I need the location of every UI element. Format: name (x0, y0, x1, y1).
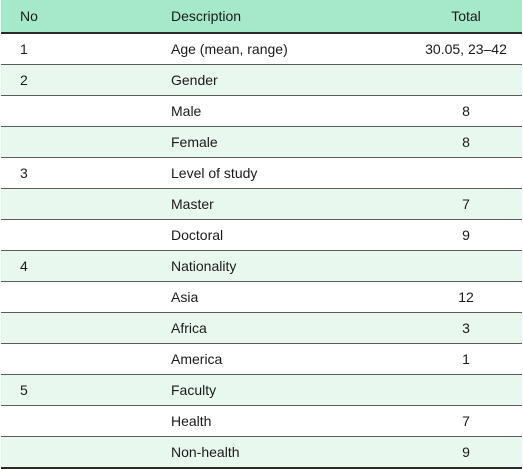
cell-description: Nationality (152, 250, 410, 282)
cell-description: Level of study (152, 157, 410, 189)
cell-no (1, 126, 152, 158)
cell-description: Non-health (152, 436, 410, 469)
cell-no (1, 188, 152, 220)
cell-total: 9 (410, 219, 522, 251)
cell-total (410, 374, 522, 406)
table-row: Non-health 9 (1, 436, 522, 469)
cell-no (1, 405, 152, 437)
cell-total: 8 (410, 95, 522, 127)
cell-total: 12 (410, 281, 522, 313)
cell-no (1, 436, 152, 469)
cell-total: 8 (410, 126, 522, 158)
table-row: Male 8 (1, 95, 522, 127)
cell-total (410, 157, 522, 189)
table-row: 5 Faculty (1, 374, 522, 406)
table-row: 2 Gender (1, 64, 522, 96)
header-total: Total (410, 0, 522, 34)
cell-total (410, 250, 522, 282)
cell-no: 4 (1, 250, 152, 282)
cell-description: America (152, 343, 410, 375)
cell-total: 9 (410, 436, 522, 469)
cell-no: 1 (1, 33, 152, 65)
table-header: No Description Total (1, 0, 522, 34)
cell-description: Doctoral (152, 219, 410, 251)
header-no: No (1, 0, 152, 34)
header-description: Description (152, 0, 410, 34)
cell-description: Africa (152, 312, 410, 344)
cell-description: Age (mean, range) (152, 33, 410, 65)
cell-description: Male (152, 95, 410, 127)
cell-total: 30.05, 23–42 (410, 33, 522, 65)
table-row: Africa 3 (1, 312, 522, 344)
cell-no (1, 281, 152, 313)
table-row: Female 8 (1, 126, 522, 158)
table-row: Asia 12 (1, 281, 522, 313)
cell-total: 1 (410, 343, 522, 375)
cell-description: Master (152, 188, 410, 220)
table-row: Master 7 (1, 188, 522, 220)
table-row: 3 Level of study (1, 157, 522, 189)
table-row: Doctoral 9 (1, 219, 522, 251)
cell-no (1, 95, 152, 127)
table-body: 1 Age (mean, range) 30.05, 23–42 2 Gende… (1, 33, 522, 469)
cell-no: 5 (1, 374, 152, 406)
cell-no (1, 219, 152, 251)
cell-total: 7 (410, 188, 522, 220)
cell-description: Health (152, 405, 410, 437)
cell-description: Gender (152, 64, 410, 96)
cell-no (1, 312, 152, 344)
cell-description: Faculty (152, 374, 410, 406)
table-row: 4 Nationality (1, 250, 522, 282)
cell-no (1, 343, 152, 375)
cell-description: Female (152, 126, 410, 158)
table-row: America 1 (1, 343, 522, 375)
header-row: No Description Total (1, 0, 522, 34)
table-row: Health 7 (1, 405, 522, 437)
table-row: 1 Age (mean, range) 30.05, 23–42 (1, 33, 522, 65)
cell-total (410, 64, 522, 96)
cell-no: 2 (1, 64, 152, 96)
cell-total: 3 (410, 312, 522, 344)
cell-no: 3 (1, 157, 152, 189)
cell-description: Asia (152, 281, 410, 313)
cell-total: 7 (410, 405, 522, 437)
